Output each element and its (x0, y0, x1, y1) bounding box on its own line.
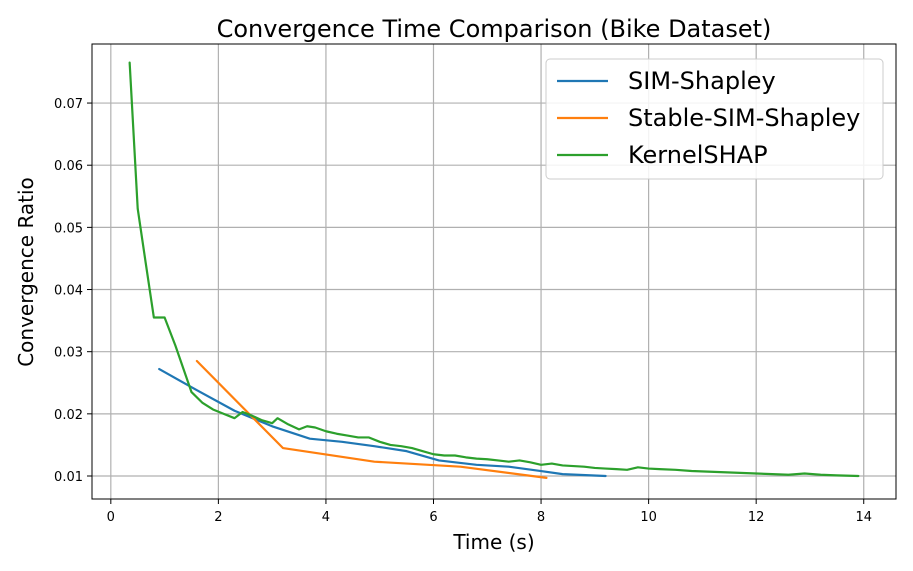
y-tick-label: 0.04 (54, 284, 83, 299)
series-line-stable-sim-shapley (195, 359, 548, 479)
y-tick-label: 0.07 (54, 97, 83, 112)
x-axis-label: Time (s) (452, 530, 534, 554)
x-tick-label: 6 (429, 510, 437, 525)
legend-label-sim-shapley: SIM-Shapley (628, 67, 776, 95)
plot-frame (91, 43, 897, 500)
series-line-sim-shapley (158, 367, 607, 478)
chart-title: Convergence Time Comparison (Bike Datase… (217, 15, 772, 43)
y-tick-label: 0.06 (54, 159, 83, 174)
legend-label-kernelshap: KernelSHAP (628, 141, 768, 169)
axis-ticks: 0 2 4 6 8 10 12 14 0.01 0.02 0.03 0.04 0.05 0.06 0.07 (54, 97, 872, 525)
x-tick-label: 2 (214, 510, 222, 525)
y-axis-label: Convergence Ratio (14, 177, 38, 367)
legend-label-stable-sim-shapley: Stable-SIM-Shapley (628, 104, 860, 132)
x-tick-label: 4 (322, 510, 330, 525)
y-tick-label: 0.03 (54, 346, 83, 361)
y-tick-label: 0.05 (54, 221, 83, 236)
legend-box (545, 58, 884, 180)
legend: SIM-Shapley Stable-SIM-Shapley KernelSHAP (545, 58, 884, 180)
series-line-kernelshap (128, 61, 860, 478)
x-tick-label: 8 (537, 510, 545, 525)
x-tick-label: 12 (748, 510, 765, 525)
y-tick-label: 0.01 (54, 470, 83, 485)
x-tick-label: 0 (107, 510, 115, 525)
x-tick-label: 10 (640, 510, 657, 525)
y-tick-label: 0.02 (54, 408, 83, 423)
series-lines (128, 61, 860, 479)
x-tick-label: 14 (855, 510, 872, 525)
